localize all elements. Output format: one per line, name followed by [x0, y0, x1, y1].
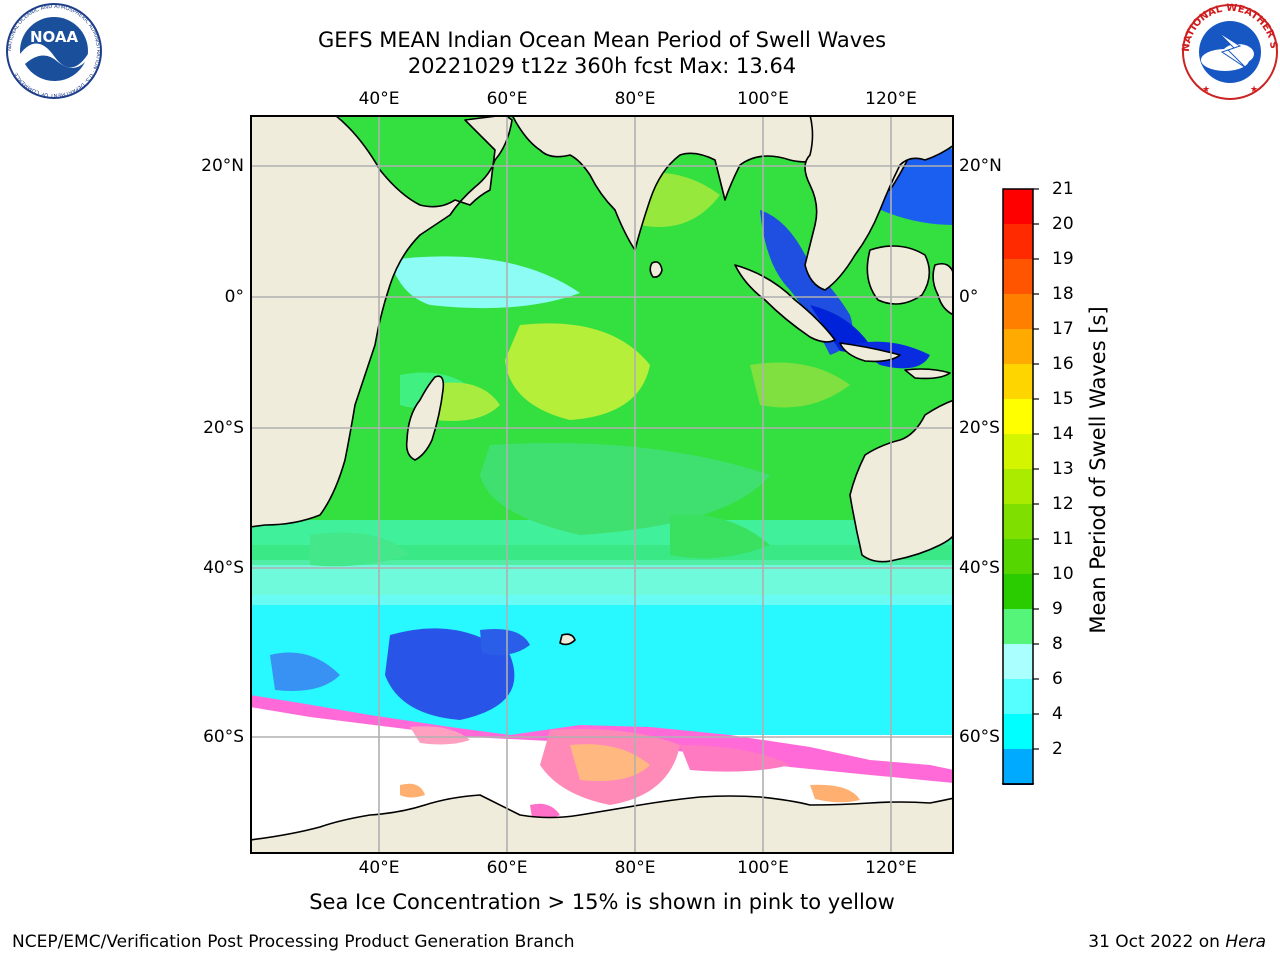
ocean-band-south: [250, 595, 954, 735]
colorbar-tick-label: 4: [1052, 704, 1063, 724]
noaa-logo-text: NOAA: [30, 28, 79, 46]
colorbar-tick-label: 21: [1052, 179, 1074, 199]
australia: [849, 399, 954, 563]
colorbar-segment: [1003, 434, 1033, 469]
colorbar-tick-label: 12: [1052, 494, 1074, 514]
lon-label-bottom-100e: 100°E: [737, 858, 789, 878]
africa-arabia: [250, 115, 513, 528]
colorbar-segment: [1003, 294, 1033, 329]
svg-text:★: ★: [1250, 85, 1258, 95]
lat-label-left-40s: 40°S: [203, 558, 244, 578]
colorbar-tick-label: 2: [1052, 739, 1063, 759]
lon-label-bottom-120e: 120°E: [865, 858, 917, 878]
kerguelen: [559, 633, 576, 646]
footer-date: 31 Oct 2022 on Hera: [1088, 932, 1266, 952]
colorbar-tick-label: 17: [1052, 319, 1074, 339]
colorbar-tick-label: 8: [1052, 634, 1063, 654]
colorbar-segment: [1003, 504, 1033, 539]
lat-label-right-40s: 40°S: [959, 558, 1000, 578]
colorbar-tick-label: 10: [1052, 564, 1074, 584]
high-period-patch: [505, 323, 650, 420]
colorbar-segment: [1003, 469, 1033, 504]
lon-label-bottom-40e: 40°E: [358, 858, 400, 878]
colorbar-tick-label: 13: [1052, 459, 1074, 479]
lon-label-top-100e: 100°E: [737, 89, 789, 109]
colorbar: [1001, 188, 1039, 785]
footer-credit: NCEP/EMC/Verification Post Processing Pr…: [12, 932, 575, 952]
colorbar-segment: [1003, 609, 1033, 644]
lat-label-right-20n: 20°N: [959, 156, 1002, 176]
graticule: [250, 115, 954, 854]
lon-label-bottom-60e: 60°E: [486, 858, 528, 878]
land: [250, 115, 954, 854]
chart-subtitle: 20221029 t12z 360h fcst Max: 13.64: [407, 54, 797, 78]
lat-label-left-0: 0°: [224, 287, 244, 307]
nws-logo: NATIONAL WEATHER SERVICE ★ ★: [1180, 2, 1279, 100]
footer-date-text: 31 Oct 2022 on: [1088, 932, 1220, 952]
colorbar-segment: [1003, 224, 1033, 259]
colorbar-segment: [1003, 259, 1033, 294]
lat-label-left-20s: 20°S: [203, 418, 244, 438]
lon-label-bottom-80e: 80°E: [614, 858, 656, 878]
colorbar-segment: [1003, 574, 1033, 609]
colorbar-label: Mean Period of Swell Waves [s]: [1086, 306, 1110, 634]
colorbar-tick-label: 18: [1052, 284, 1074, 304]
lat-label-right-0: 0°: [959, 287, 979, 307]
colorbar-segment: [1003, 539, 1033, 574]
lat-label-right-60s: 60°S: [959, 727, 1000, 747]
colorbar-segment: [1003, 714, 1033, 749]
noaa-logo: NATIONAL OCEANIC AND ATMOSPHERIC ADMINIS…: [6, 3, 102, 99]
colorbar-tick-label: 14: [1052, 424, 1074, 444]
sea-ice-note: Sea Ice Concentration > 15% is shown in …: [309, 890, 895, 914]
colorbar-segment: [1003, 399, 1033, 434]
colorbar-tick-label: 20: [1052, 214, 1074, 234]
colorbar-segment: [1003, 749, 1033, 784]
colorbar-tick-label: 16: [1052, 354, 1074, 374]
colorbar-segment: [1003, 329, 1033, 364]
colorbar-segment: [1003, 644, 1033, 679]
lon-label-top-60e: 60°E: [486, 89, 528, 109]
chart-title: GEFS MEAN Indian Ocean Mean Period of Sw…: [317, 28, 887, 52]
footer-host: Hera: [1225, 932, 1266, 952]
colorbar-segment: [1003, 679, 1033, 714]
wave-period-map: [250, 115, 954, 854]
colorbar-segment: [1003, 364, 1033, 399]
lat-label-left-20n: 20°N: [201, 156, 244, 176]
colorbar-tick-label: 9: [1052, 599, 1063, 619]
colorbar-tick-label: 11: [1052, 529, 1074, 549]
southeast-asia: [804, 115, 954, 291]
lat-label-left-60s: 60°S: [203, 727, 244, 747]
colorbar-tick-label: 19: [1052, 249, 1074, 269]
lat-label-right-20s: 20°S: [959, 418, 1000, 438]
colorbar-tick-label: 6: [1052, 669, 1063, 689]
madagascar: [405, 375, 445, 461]
colorbar-segment: [1003, 189, 1033, 224]
lon-label-top-120e: 120°E: [865, 89, 917, 109]
colorbar-tick-label: 15: [1052, 389, 1074, 409]
lon-label-top-40e: 40°E: [358, 89, 400, 109]
svg-text:★: ★: [1202, 85, 1210, 95]
lon-label-top-80e: 80°E: [614, 89, 656, 109]
antarctica: [250, 794, 954, 854]
